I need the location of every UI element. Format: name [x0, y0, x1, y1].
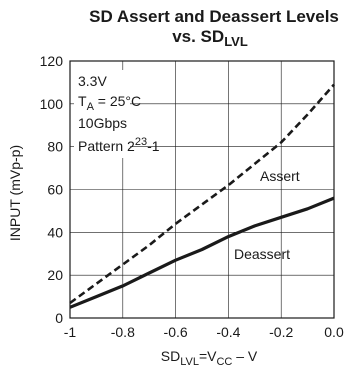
series-line-deassert [69, 196, 335, 309]
annotation-pattern-sup: 23 [135, 136, 147, 148]
x-axis-label-part3: – V [232, 348, 258, 364]
y-tick-label: 20 [47, 267, 63, 283]
chart-title-line2-prefix: vs. SD [172, 27, 224, 46]
y-tick-label: 40 [47, 224, 63, 240]
conditions-annotation: 3.3V TA = 25°C 10Gbps Pattern 223-1 [74, 70, 160, 158]
annotation-temp-sub: A [87, 101, 95, 113]
chart-title-line2-subscript: LVL [224, 34, 248, 49]
x-axis-label-part2: =V [199, 348, 217, 364]
chart-title-line2: vs. SDLVL [172, 27, 248, 49]
annotation-temp-value: = 25°C [94, 93, 141, 109]
x-tick-label: -1 [64, 324, 77, 340]
annotation-pattern-prefix: Pattern 2 [78, 138, 135, 154]
x-axis-label-sub1: LVL [180, 356, 199, 368]
y-tick-label: 60 [47, 182, 63, 198]
series [69, 83, 335, 309]
y-tick-label: 120 [40, 53, 64, 69]
annotation-temp-prefix: T [78, 93, 87, 109]
y-axis-label: INPUT (mVp-p) [7, 145, 23, 241]
chart-title-line1: SD Assert and Deassert Levels [89, 7, 339, 26]
x-axis-label-sub2: CC [216, 356, 232, 368]
annotation-pattern-suffix: -1 [147, 138, 160, 154]
annotation-voltage: 3.3V [78, 73, 107, 89]
y-tick-label: 0 [55, 310, 63, 326]
x-axis-label-part1: SD [161, 348, 180, 364]
x-axis-ticks: -1 -0.8 -0.6 -0.4 -0.2 0.0 [64, 324, 344, 340]
series-label-assert: Assert [260, 168, 300, 184]
annotation-temperature: TA = 25°C [78, 93, 141, 113]
annotation-pattern: Pattern 223-1 [78, 136, 160, 154]
x-axis-label: SDLVL=VCC – V [161, 348, 258, 368]
y-tick-label: 80 [47, 139, 63, 155]
x-tick-label: -0.6 [164, 324, 188, 340]
annotation-rate: 10Gbps [78, 115, 127, 131]
y-tick-label: 100 [40, 96, 64, 112]
x-tick-label: 0.0 [324, 324, 344, 340]
x-tick-label: -0.4 [216, 324, 240, 340]
series-label-deassert: Deassert [234, 246, 290, 262]
plot-frame [69, 60, 335, 319]
y-axis-ticks: 0 20 40 60 80 100 120 [40, 53, 64, 326]
series-line-assert [69, 83, 335, 305]
annotation-background [74, 70, 130, 158]
x-tick-label: -0.8 [111, 324, 135, 340]
x-tick-label: -0.2 [269, 324, 293, 340]
